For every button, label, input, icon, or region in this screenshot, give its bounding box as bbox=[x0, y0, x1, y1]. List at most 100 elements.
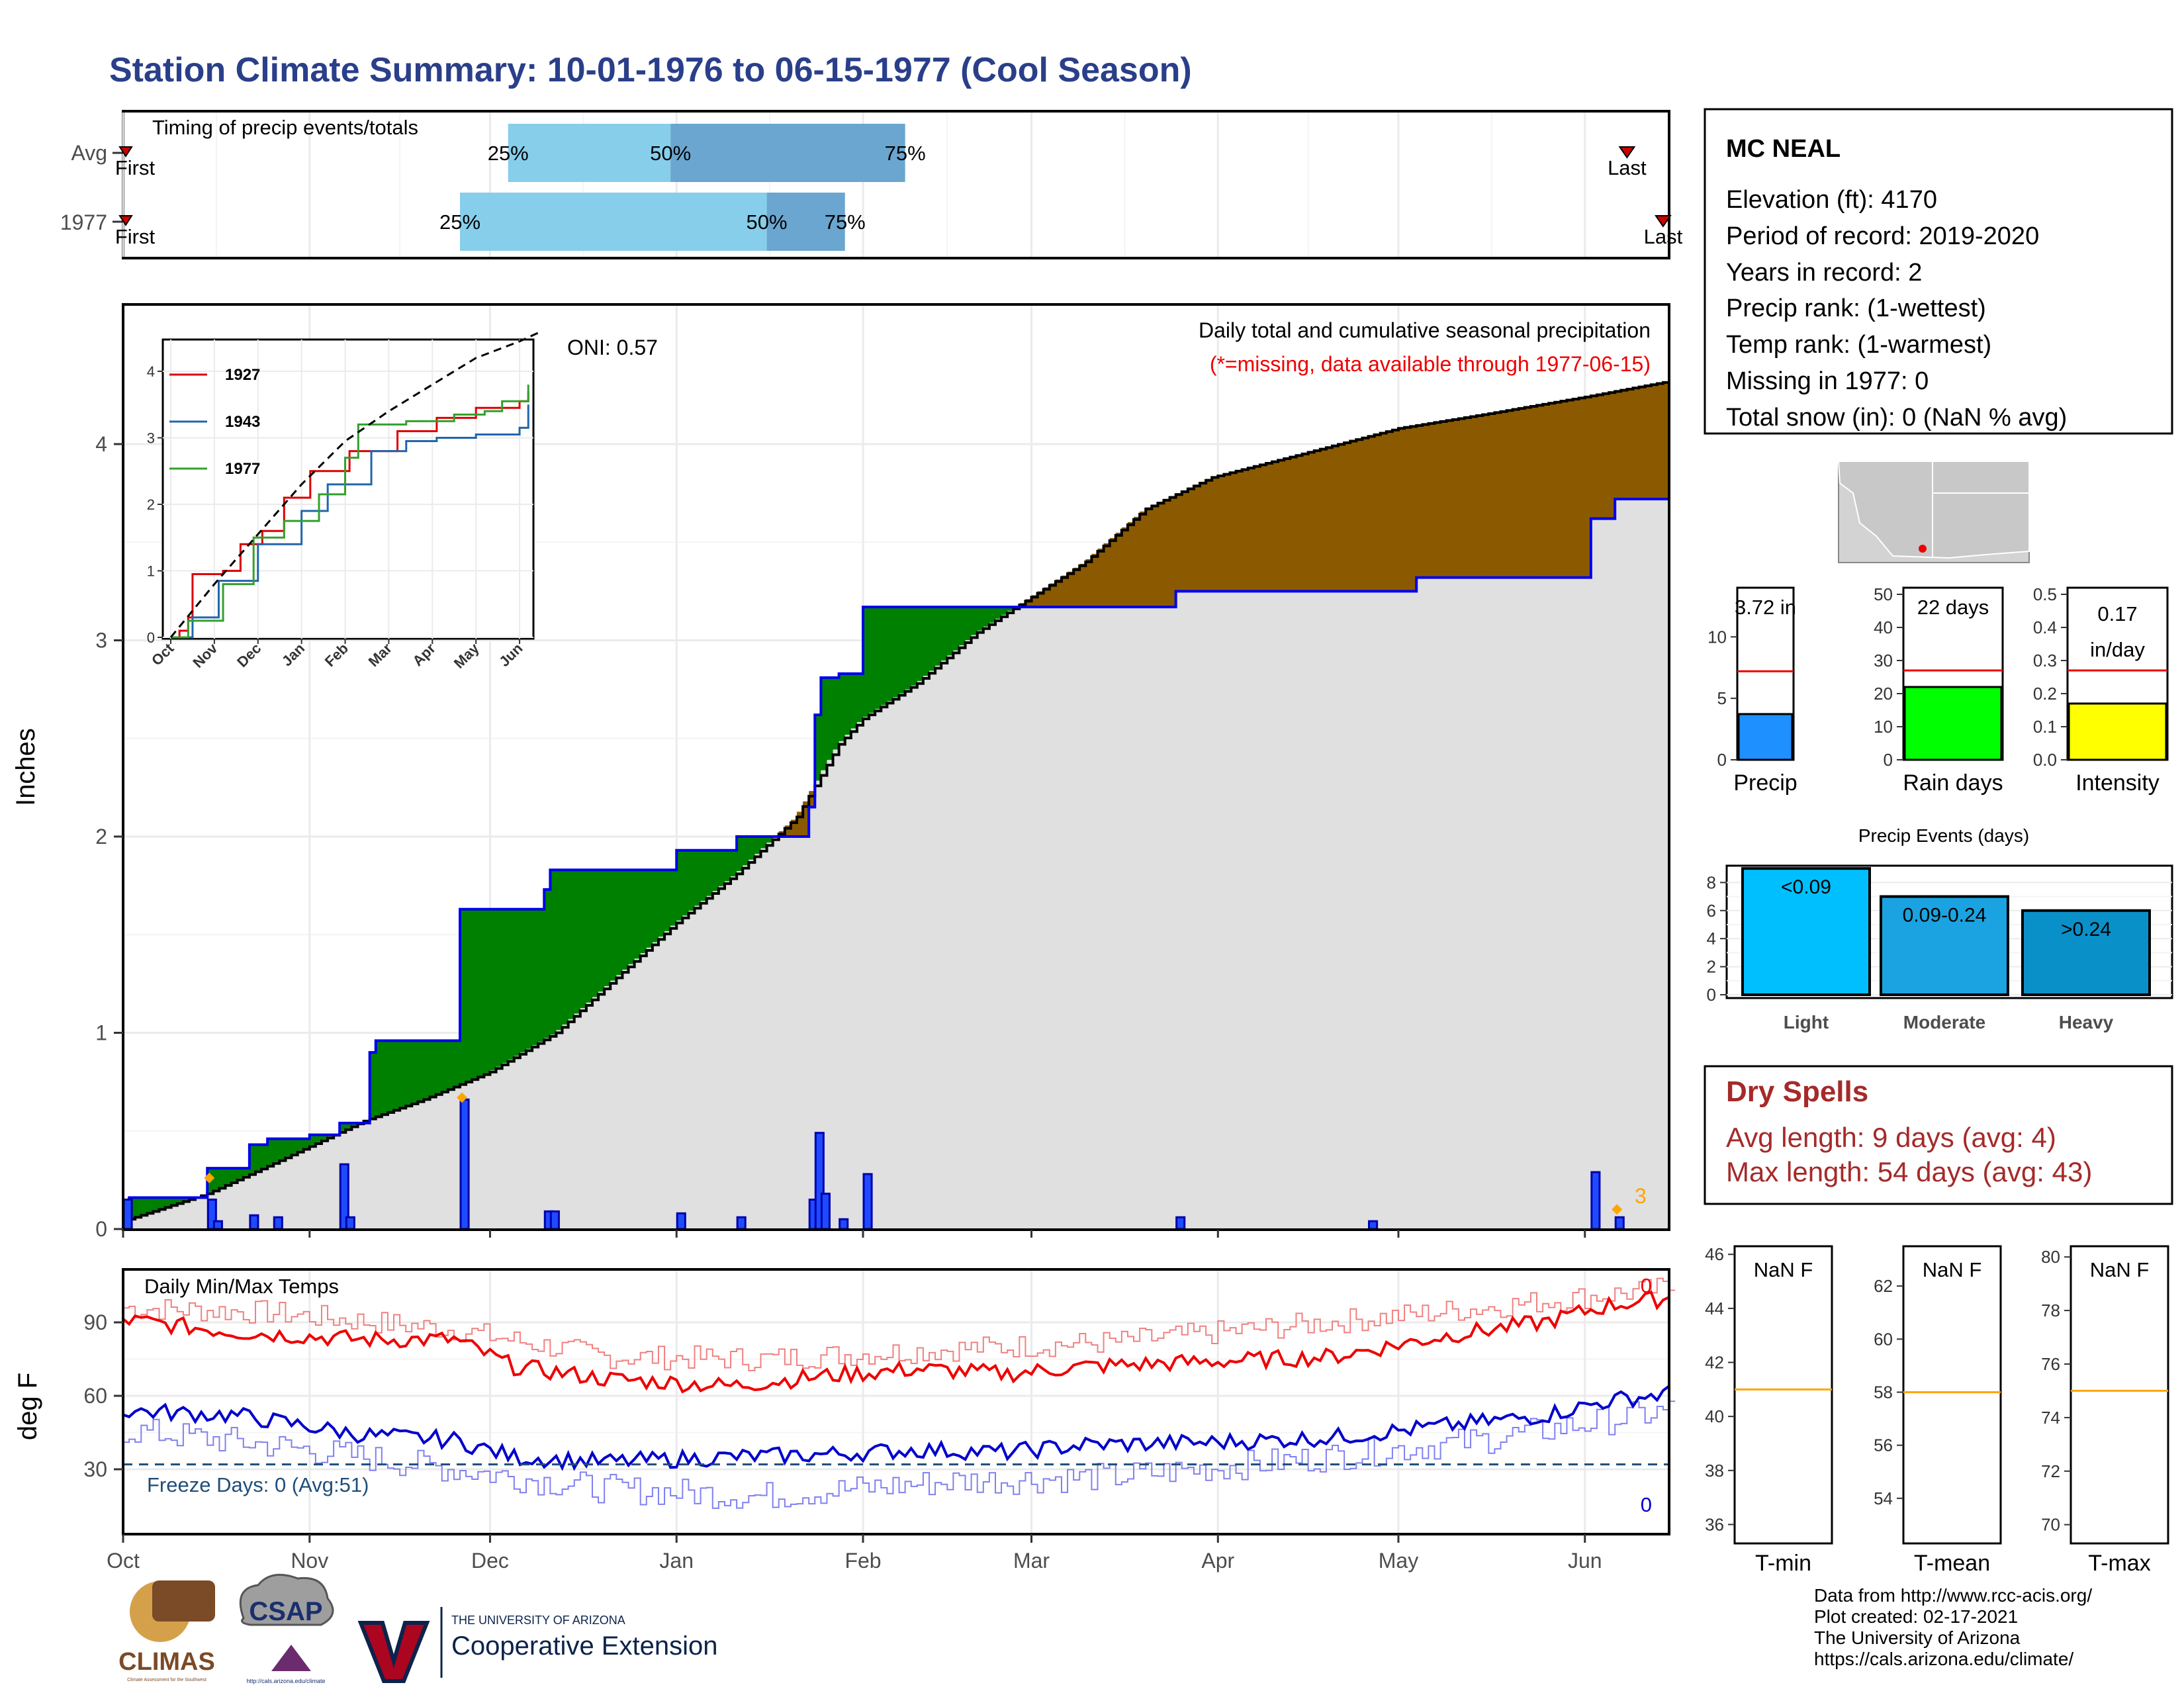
precip-base-area bbox=[641, 953, 647, 1229]
precip-surplus-area bbox=[659, 870, 665, 937]
precip-base-area bbox=[1471, 578, 1477, 1229]
precip-base-area bbox=[400, 1107, 406, 1229]
precip-deficit-area bbox=[1236, 471, 1243, 592]
precip-deficit-area bbox=[1488, 413, 1495, 577]
precip-surplus-area bbox=[719, 850, 725, 886]
precip-surplus-area bbox=[478, 909, 484, 1076]
precip-base-area bbox=[1122, 607, 1128, 1229]
intensity-y-tick-label: 0.4 bbox=[2033, 617, 2057, 637]
timing-label-75: 75% bbox=[825, 210, 866, 234]
precip-base-area bbox=[978, 631, 984, 1229]
precip-deficit-area bbox=[1146, 508, 1152, 607]
events-y-tick-label: 6 bbox=[1707, 901, 1716, 921]
intensity-value-unit: in/day bbox=[2090, 638, 2145, 661]
precip-base-area bbox=[1519, 578, 1525, 1229]
precip-surplus-area bbox=[418, 1040, 424, 1101]
precip-surplus-area bbox=[424, 1040, 430, 1098]
precip-deficit-area bbox=[1567, 400, 1573, 578]
month-label-may: May bbox=[1379, 1549, 1418, 1573]
precip-base-area bbox=[1507, 578, 1514, 1229]
precip-surplus-area bbox=[574, 870, 581, 1013]
precip-base-area bbox=[1615, 499, 1621, 1229]
precip-base-area bbox=[1645, 499, 1652, 1229]
precip-deficit-area bbox=[1194, 484, 1201, 591]
precip-base-area bbox=[351, 1125, 358, 1229]
precip-base-area bbox=[1176, 591, 1183, 1229]
precip-base-area bbox=[1308, 591, 1315, 1229]
timing-label-25: 25% bbox=[488, 142, 529, 165]
month-label-oct: Oct bbox=[107, 1549, 140, 1573]
precip-base-area bbox=[616, 975, 623, 1229]
precip-surplus-area bbox=[713, 850, 719, 891]
precip-base-area bbox=[526, 1049, 533, 1229]
rain-days-axis-label: Rain days bbox=[1903, 770, 2003, 796]
dry-spells-title: Dry Spells bbox=[1726, 1075, 1868, 1108]
precip-base-area bbox=[1068, 607, 1074, 1229]
tmin-count: 0 bbox=[1641, 1493, 1652, 1516]
precip-base-area bbox=[1296, 591, 1302, 1229]
precip-surplus-area bbox=[442, 1040, 449, 1091]
precip-surplus-area bbox=[893, 607, 899, 697]
precip-events-chart: Precip Events (days) 02468<0.09Light0.09… bbox=[1707, 825, 2172, 1032]
precip-base-area bbox=[1447, 578, 1453, 1229]
precip-deficit-area bbox=[1657, 383, 1664, 499]
precip-base-area bbox=[1537, 578, 1543, 1229]
precip-surplus-area bbox=[743, 837, 749, 865]
precip-base-area bbox=[893, 697, 899, 1229]
page-title: Station Climate Summary: 10-01-1976 to 0… bbox=[109, 51, 1192, 89]
precip-surplus-area bbox=[935, 607, 942, 666]
t-mean-axis-label: T-mean bbox=[1914, 1551, 1990, 1576]
station-precip-rank: Precip rank: (1-wettest) bbox=[1726, 295, 1986, 322]
precip-value-label: 3.72 in bbox=[1735, 596, 1796, 619]
t-min-y-tick-label: 42 bbox=[1705, 1353, 1724, 1373]
precip-deficit-area bbox=[1176, 493, 1183, 591]
precip-base-area bbox=[598, 991, 605, 1229]
t-mean-frame bbox=[1903, 1246, 2001, 1543]
precip-base-area bbox=[376, 1116, 383, 1229]
precip-base-area bbox=[574, 1013, 581, 1229]
precip-base-area bbox=[972, 635, 978, 1229]
temp-y-tick-label: 90 bbox=[83, 1310, 107, 1334]
daily-precip-bar bbox=[551, 1211, 559, 1229]
precip-surplus-area bbox=[412, 1040, 418, 1103]
inset-y-tick-label: 1 bbox=[147, 563, 155, 580]
precip-deficit-area bbox=[1200, 482, 1206, 592]
precip-deficit-area bbox=[1248, 467, 1255, 591]
precip-base-area bbox=[1567, 578, 1573, 1229]
events-y-tick-label: 2 bbox=[1707, 957, 1716, 977]
timing-bar-q25-q50 bbox=[508, 124, 670, 182]
precip-deficit-area bbox=[1278, 459, 1285, 591]
daily-precip-bar bbox=[214, 1221, 222, 1229]
precip-deficit-area bbox=[1621, 390, 1627, 499]
precip-base-area bbox=[261, 1167, 268, 1229]
rain-days-y-tick-label: 30 bbox=[1874, 651, 1893, 670]
month-label-mar: Mar bbox=[1013, 1549, 1050, 1573]
precip-events-title: Precip Events (days) bbox=[1858, 825, 2029, 846]
precip-base-area bbox=[285, 1156, 292, 1229]
precip-base-area bbox=[1459, 578, 1465, 1229]
inset-y-tick-label: 3 bbox=[147, 430, 155, 447]
precip-base-area bbox=[267, 1165, 274, 1229]
precip-deficit-area bbox=[1266, 463, 1273, 592]
precip-deficit-area bbox=[1182, 490, 1189, 592]
precip-base-area bbox=[472, 1078, 478, 1229]
precip-deficit-area bbox=[1152, 504, 1158, 607]
precip-base-area bbox=[1206, 591, 1212, 1229]
rain-days-y-tick-label: 50 bbox=[1874, 584, 1893, 604]
precip-base-area bbox=[827, 760, 833, 1229]
precip-surplus-area bbox=[959, 607, 966, 645]
precip-base-area bbox=[310, 1145, 316, 1229]
credit-university: The University of Arizona bbox=[1814, 1627, 2021, 1648]
timing-label-50: 50% bbox=[747, 210, 788, 234]
precip-base-area bbox=[953, 651, 960, 1229]
precip-base-area bbox=[1597, 519, 1604, 1229]
ua-logo-mark bbox=[361, 1623, 427, 1681]
precip-deficit-area bbox=[1387, 431, 1393, 591]
events-y-tick-label: 4 bbox=[1707, 929, 1716, 948]
precip-base-area bbox=[749, 860, 755, 1229]
precip-base-area bbox=[1188, 591, 1195, 1229]
precip-base-area bbox=[881, 705, 887, 1229]
precip-y-tick-label: 3 bbox=[95, 629, 107, 653]
precip-y-tick-label: 4 bbox=[95, 432, 107, 456]
